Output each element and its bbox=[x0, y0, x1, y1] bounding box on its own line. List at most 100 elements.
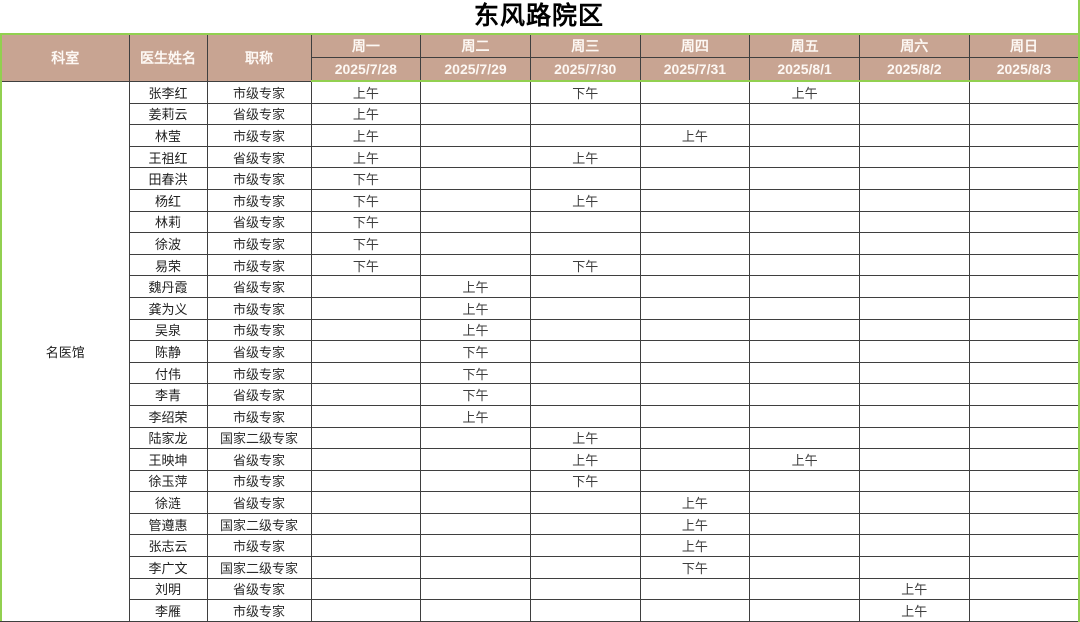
header-cell-date-2[interactable]: 2025/7/29 bbox=[420, 57, 531, 82]
schedule-slot-cell[interactable] bbox=[529, 167, 641, 190]
schedule-slot-cell[interactable] bbox=[858, 534, 970, 558]
schedule-slot-cell[interactable] bbox=[529, 512, 641, 536]
schedule-slot-cell[interactable]: 下午 bbox=[529, 80, 641, 104]
schedule-slot-cell[interactable] bbox=[420, 167, 531, 190]
schedule-slot-cell[interactable] bbox=[968, 404, 1078, 428]
schedule-slot-cell[interactable] bbox=[310, 512, 422, 536]
schedule-slot-cell[interactable]: 下午 bbox=[639, 556, 751, 579]
header-cell-week-3[interactable]: 周三 bbox=[529, 34, 641, 58]
department-cell[interactable]: 名医馆 bbox=[1, 80, 130, 622]
doctor-name-cell[interactable]: 吴泉 bbox=[128, 318, 208, 342]
schedule-slot-cell[interactable] bbox=[968, 232, 1078, 255]
rank-cell[interactable]: 市级专家 bbox=[206, 599, 312, 622]
schedule-slot-cell[interactable] bbox=[310, 599, 422, 622]
schedule-slot-cell[interactable] bbox=[968, 577, 1078, 601]
schedule-slot-cell[interactable] bbox=[968, 80, 1078, 104]
schedule-slot-cell[interactable] bbox=[420, 577, 531, 601]
schedule-slot-cell[interactable] bbox=[639, 188, 751, 212]
schedule-slot-cell[interactable] bbox=[968, 469, 1078, 493]
schedule-slot-cell[interactable] bbox=[420, 232, 531, 255]
schedule-slot-cell[interactable]: 上午 bbox=[858, 599, 970, 622]
schedule-slot-cell[interactable] bbox=[749, 275, 860, 298]
schedule-slot-cell[interactable] bbox=[420, 253, 531, 277]
rank-cell[interactable]: 市级专家 bbox=[206, 469, 312, 493]
header-cell-department[interactable]: 科室 bbox=[0, 34, 130, 82]
doctor-name-cell[interactable]: 张李红 bbox=[128, 80, 208, 104]
schedule-slot-cell[interactable] bbox=[858, 469, 970, 493]
doctor-name-cell[interactable]: 付伟 bbox=[128, 361, 208, 385]
schedule-slot-cell[interactable]: 上午 bbox=[529, 426, 641, 450]
schedule-slot-cell[interactable]: 上午 bbox=[639, 534, 751, 558]
rank-cell[interactable]: 市级专家 bbox=[206, 534, 312, 558]
schedule-slot-cell[interactable] bbox=[310, 448, 422, 471]
schedule-slot-cell[interactable] bbox=[420, 448, 531, 471]
schedule-slot-cell[interactable] bbox=[968, 167, 1078, 190]
schedule-slot-cell[interactable] bbox=[749, 556, 860, 579]
schedule-slot-cell[interactable] bbox=[420, 426, 531, 450]
doctor-name-cell[interactable]: 李绍荣 bbox=[128, 404, 208, 428]
schedule-slot-cell[interactable] bbox=[639, 102, 751, 126]
schedule-slot-cell[interactable] bbox=[420, 80, 531, 104]
schedule-slot-cell[interactable]: 上午 bbox=[529, 145, 641, 169]
schedule-slot-cell[interactable] bbox=[749, 318, 860, 342]
schedule-slot-cell[interactable] bbox=[968, 102, 1078, 126]
schedule-slot-cell[interactable] bbox=[968, 318, 1078, 342]
header-cell-rank[interactable]: 职称 bbox=[206, 34, 312, 82]
doctor-name-cell[interactable]: 李广文 bbox=[128, 556, 208, 579]
schedule-slot-cell[interactable] bbox=[529, 340, 641, 363]
schedule-slot-cell[interactable] bbox=[310, 577, 422, 601]
schedule-slot-cell[interactable] bbox=[639, 448, 751, 471]
schedule-slot-cell[interactable] bbox=[968, 124, 1078, 147]
schedule-slot-cell[interactable] bbox=[858, 275, 970, 298]
schedule-slot-cell[interactable] bbox=[529, 318, 641, 342]
schedule-slot-cell[interactable]: 下午 bbox=[310, 232, 422, 255]
schedule-slot-cell[interactable] bbox=[529, 102, 641, 126]
schedule-slot-cell[interactable] bbox=[749, 102, 860, 126]
schedule-slot-cell[interactable] bbox=[749, 232, 860, 255]
rank-cell[interactable]: 国家二级专家 bbox=[206, 512, 312, 536]
schedule-slot-cell[interactable]: 上午 bbox=[639, 491, 751, 514]
rank-cell[interactable]: 省级专家 bbox=[206, 145, 312, 169]
schedule-slot-cell[interactable] bbox=[749, 599, 860, 622]
schedule-slot-cell[interactable] bbox=[968, 145, 1078, 169]
rank-cell[interactable]: 省级专家 bbox=[206, 275, 312, 298]
schedule-slot-cell[interactable]: 上午 bbox=[749, 448, 860, 471]
rank-cell[interactable]: 市级专家 bbox=[206, 361, 312, 385]
schedule-slot-cell[interactable]: 上午 bbox=[529, 188, 641, 212]
schedule-slot-cell[interactable]: 上午 bbox=[420, 318, 531, 342]
schedule-slot-cell[interactable] bbox=[639, 469, 751, 493]
schedule-slot-cell[interactable] bbox=[749, 296, 860, 320]
schedule-slot-cell[interactable] bbox=[420, 556, 531, 579]
schedule-slot-cell[interactable] bbox=[420, 491, 531, 514]
rank-cell[interactable]: 国家二级专家 bbox=[206, 426, 312, 450]
schedule-slot-cell[interactable] bbox=[529, 534, 641, 558]
schedule-slot-cell[interactable] bbox=[858, 167, 970, 190]
schedule-slot-cell[interactable] bbox=[310, 383, 422, 406]
schedule-slot-cell[interactable] bbox=[858, 296, 970, 320]
rank-cell[interactable]: 省级专家 bbox=[206, 210, 312, 234]
doctor-name-cell[interactable]: 田春洪 bbox=[128, 167, 208, 190]
schedule-slot-cell[interactable] bbox=[529, 232, 641, 255]
schedule-slot-cell[interactable] bbox=[639, 340, 751, 363]
schedule-slot-cell[interactable] bbox=[858, 124, 970, 147]
schedule-slot-cell[interactable] bbox=[749, 124, 860, 147]
schedule-slot-cell[interactable] bbox=[639, 404, 751, 428]
schedule-slot-cell[interactable]: 下午 bbox=[310, 210, 422, 234]
rank-cell[interactable]: 国家二级专家 bbox=[206, 556, 312, 579]
schedule-slot-cell[interactable] bbox=[420, 599, 531, 622]
header-cell-week-5[interactable]: 周五 bbox=[749, 34, 860, 58]
rank-cell[interactable]: 市级专家 bbox=[206, 124, 312, 147]
rank-cell[interactable]: 市级专家 bbox=[206, 253, 312, 277]
rank-cell[interactable]: 省级专家 bbox=[206, 448, 312, 471]
schedule-slot-cell[interactable] bbox=[858, 188, 970, 212]
schedule-slot-cell[interactable] bbox=[639, 599, 751, 622]
schedule-slot-cell[interactable] bbox=[310, 534, 422, 558]
schedule-slot-cell[interactable] bbox=[968, 253, 1078, 277]
schedule-slot-cell[interactable] bbox=[858, 210, 970, 234]
header-cell-date-6[interactable]: 2025/8/2 bbox=[858, 57, 970, 82]
schedule-slot-cell[interactable] bbox=[968, 426, 1078, 450]
doctor-name-cell[interactable]: 龚为义 bbox=[128, 296, 208, 320]
schedule-slot-cell[interactable] bbox=[529, 599, 641, 622]
schedule-slot-cell[interactable] bbox=[968, 556, 1078, 579]
doctor-name-cell[interactable]: 张志云 bbox=[128, 534, 208, 558]
